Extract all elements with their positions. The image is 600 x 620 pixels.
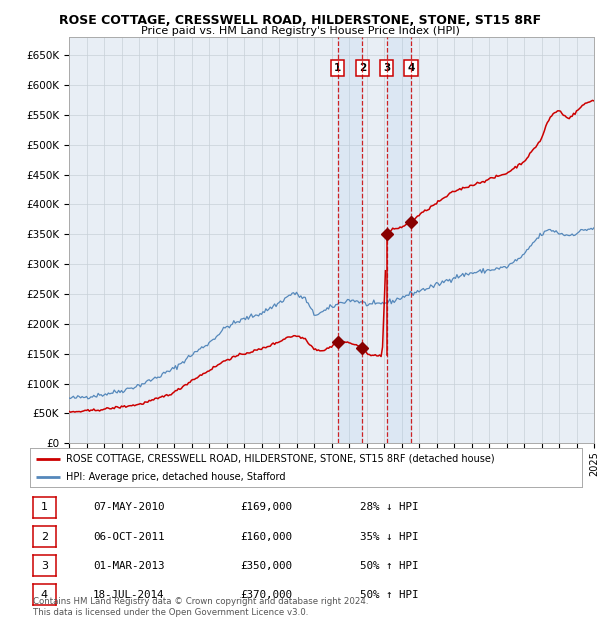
- Text: 2: 2: [359, 63, 366, 73]
- Text: 07-MAY-2010: 07-MAY-2010: [93, 502, 164, 513]
- Text: £169,000: £169,000: [240, 502, 292, 513]
- Bar: [387, 37, 411, 443]
- Text: £160,000: £160,000: [240, 531, 292, 542]
- Text: ROSE COTTAGE, CRESSWELL ROAD, HILDERSTONE, STONE, ST15 8RF: ROSE COTTAGE, CRESSWELL ROAD, HILDERSTON…: [59, 14, 541, 27]
- Text: 50% ↑ HPI: 50% ↑ HPI: [360, 590, 419, 600]
- Text: 18-JUL-2014: 18-JUL-2014: [93, 590, 164, 600]
- Text: 3: 3: [383, 63, 391, 73]
- Text: ROSE COTTAGE, CRESSWELL ROAD, HILDERSTONE, STONE, ST15 8RF (detached house): ROSE COTTAGE, CRESSWELL ROAD, HILDERSTON…: [66, 454, 494, 464]
- Text: 28% ↓ HPI: 28% ↓ HPI: [360, 502, 419, 513]
- Text: 1: 1: [334, 63, 341, 73]
- Bar: [338, 37, 362, 443]
- Text: £350,000: £350,000: [240, 560, 292, 571]
- Text: 4: 4: [407, 63, 415, 73]
- Text: 2: 2: [41, 531, 48, 542]
- Text: £370,000: £370,000: [240, 590, 292, 600]
- Text: Price paid vs. HM Land Registry's House Price Index (HPI): Price paid vs. HM Land Registry's House …: [140, 26, 460, 36]
- Text: 50% ↑ HPI: 50% ↑ HPI: [360, 560, 419, 571]
- Text: 35% ↓ HPI: 35% ↓ HPI: [360, 531, 419, 542]
- Text: 01-MAR-2013: 01-MAR-2013: [93, 560, 164, 571]
- Text: 1: 1: [41, 502, 48, 513]
- Text: 3: 3: [41, 560, 48, 571]
- Text: Contains HM Land Registry data © Crown copyright and database right 2024.
This d: Contains HM Land Registry data © Crown c…: [33, 598, 368, 617]
- Text: HPI: Average price, detached house, Stafford: HPI: Average price, detached house, Staf…: [66, 472, 286, 482]
- Text: 06-OCT-2011: 06-OCT-2011: [93, 531, 164, 542]
- Text: 4: 4: [41, 590, 48, 600]
